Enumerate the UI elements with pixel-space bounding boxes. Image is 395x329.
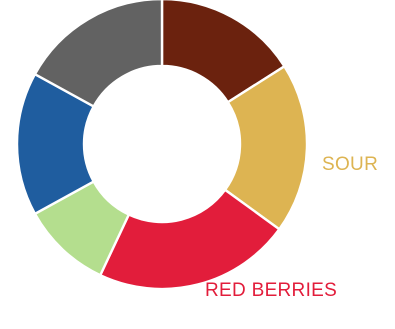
donut-slice-3 [98, 188, 281, 291]
slice-label-2: SOUR [322, 154, 378, 175]
donut-slice-2 [223, 64, 309, 231]
donut-slice-6 [33, 0, 164, 109]
slice-label-3: RED BERRIES [205, 280, 337, 301]
